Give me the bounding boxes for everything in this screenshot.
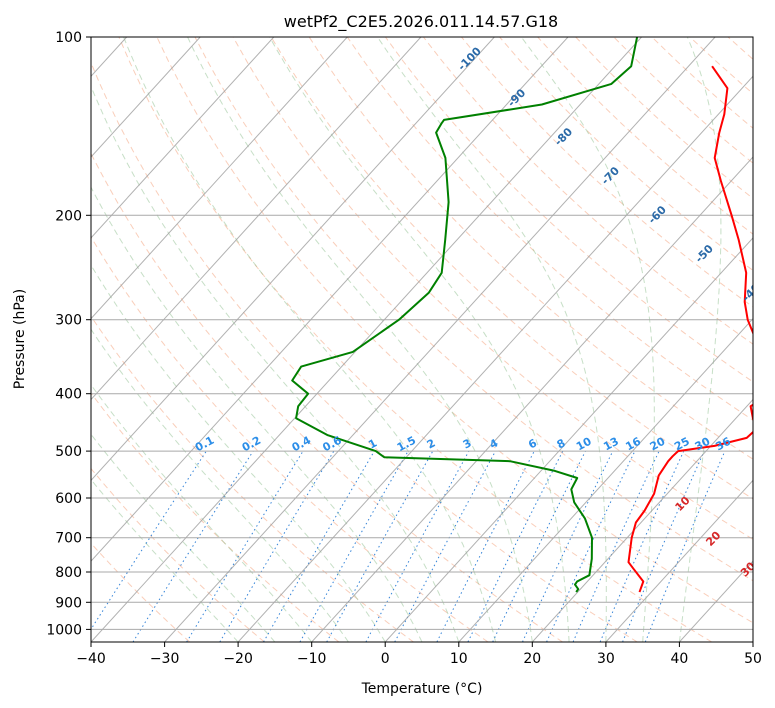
moist-adiabat-line [520,37,655,642]
isotherm-line [458,317,753,642]
dry-adiabat-line [194,37,753,582]
moist-adiabat-line [377,37,607,642]
mixing-ratio-label: 20 [648,435,668,454]
x-tick-label: 30 [597,651,615,667]
y-axis-label: Pressure (hPa) [12,289,28,389]
x-tick-label: −20 [223,651,253,667]
mixing-ratio-label: 10 [574,435,594,454]
isotherm-line [384,237,753,642]
dry-adiabat-line [270,37,753,500]
mixing-ratio-line [394,450,496,642]
isotherm-line [91,37,495,482]
x-tick-label: 50 [744,651,762,667]
isotherm-line [237,75,753,642]
mixing-ratio-line [522,450,614,642]
dry-adiabat-line [346,37,753,421]
y-tick-label: 1000 [46,622,82,638]
mixing-ratio-label: 13 [601,435,621,454]
dry-adiabat-line [308,37,753,460]
isotherm-line [91,37,201,158]
isotherm-line [91,37,642,642]
mixing-ratio-line [546,450,636,642]
moist-adiabat-line [123,37,497,642]
mixing-ratio-label: 30 [693,435,713,454]
axes: −40 −30 −20 −10 0 10 20 30 40 50 100 200 300 400 500 60… [46,30,762,667]
dry-adiabat-line [91,235,489,642]
x-tick-label: −40 [76,651,106,667]
moist-adiabat-line [91,186,423,642]
mixing-ratio-label: 16 [623,435,643,454]
x-tick-label: −10 [297,651,327,667]
moist-adiabat-line [91,328,349,642]
x-tick-label: 0 [381,651,390,667]
mixing-ratio-line [132,450,254,642]
x-tick-label: −30 [150,651,180,667]
mixing-ratio-line [365,450,470,642]
isotherm-line [311,156,753,642]
mixing-ratio-label: 36 [713,435,733,454]
mixing-ratio-line [91,450,207,631]
y-tick-label: 100 [55,30,82,46]
y-tick-label: 300 [55,313,82,329]
chart-title: wetPf2_C2E5.2026.011.14.57.G18 [284,12,558,32]
isotherm-line [605,479,753,642]
x-tick-label: 20 [523,651,541,667]
y-tick-label: 500 [55,444,82,460]
isotherm-line [91,37,422,401]
mixing-ratio-line [263,450,375,642]
dry-adiabat-line [232,37,753,540]
moist-adiabat-line [91,264,386,642]
dry-adiabat-line [91,61,638,642]
mixing-ratio-line [219,450,335,642]
isotherm-line [91,37,348,320]
y-tick-label: 400 [55,387,82,403]
moist-adiabat-line [187,37,533,642]
y-tick-label: 700 [55,531,82,547]
background-lines [91,37,753,642]
mixing-ratio-line [186,450,304,642]
isotherm-line [164,37,716,642]
y-tick-label: 900 [55,595,82,611]
mixing-ratio-label: 25 [672,435,692,454]
x-tick-label: 10 [450,651,468,667]
x-tick-label: 40 [670,651,688,667]
plot-frame [90,36,754,643]
moist-adiabat-line [91,85,460,642]
grid-lines [91,37,753,642]
dry-adiabat-line [91,152,563,642]
x-axis-label: Temperature (°C) [361,681,483,697]
dry-adiabat-line [384,37,753,383]
y-tick-label: 600 [55,491,82,507]
y-tick-label: 200 [55,208,82,224]
isotherm-line [531,398,753,642]
mixing-ratio-line [467,450,564,642]
dewpoint-profile-line [291,37,639,593]
moist-adiabat-line [269,37,570,642]
dry-adiabat-line [91,542,191,642]
dry-adiabat-line [156,37,753,624]
y-tick-label: 800 [55,565,82,581]
moist-adiabat-line [678,37,722,642]
dry-adiabat-line [91,467,265,642]
isotherm-line [91,37,569,562]
isotherm-line [91,37,275,239]
